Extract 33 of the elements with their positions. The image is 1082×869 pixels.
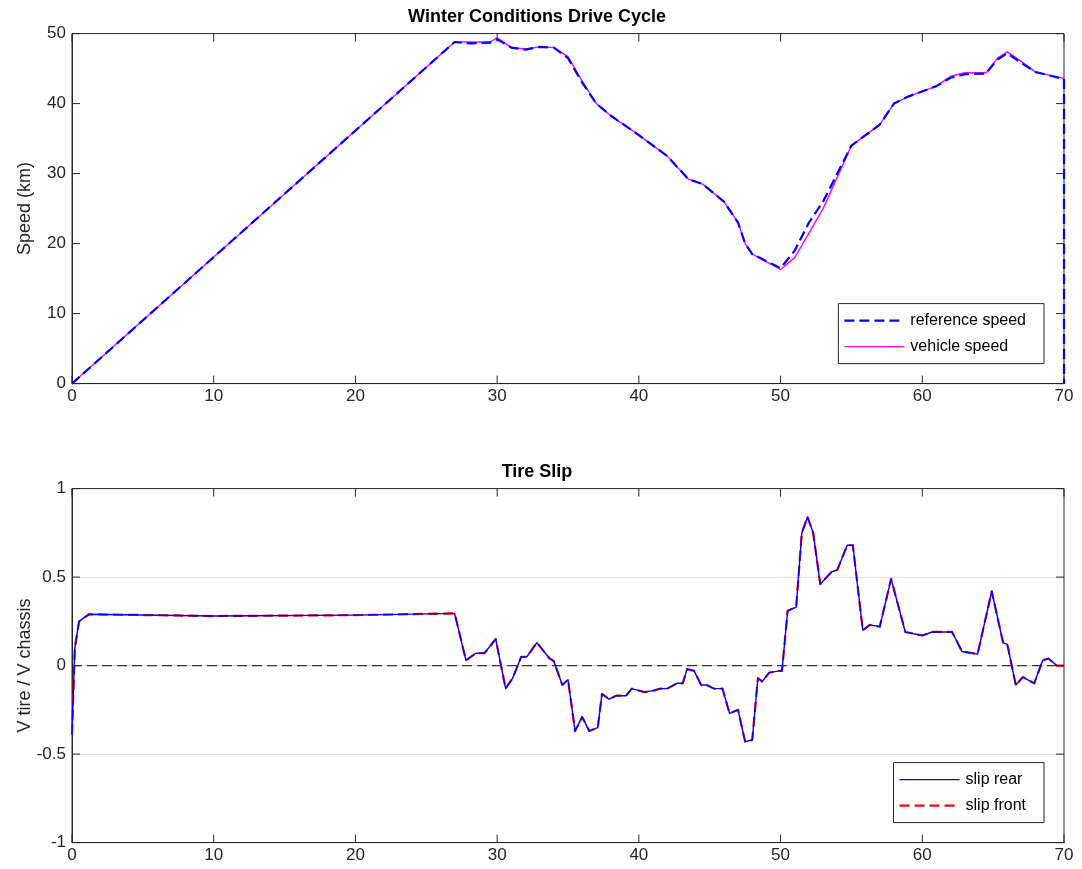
x-tick-label: 10 [204,386,224,406]
y-tick-label: -0.5 [36,743,66,763]
legend-label: vehicle speed [910,337,1009,355]
x-tick-label: 10 [204,845,224,865]
x-tick-label: 50 [771,386,791,406]
y-tick-label: 30 [47,163,66,183]
x-tick-label: 70 [1054,845,1074,865]
legend-label: slip front [965,796,1027,814]
x-tick-label: 30 [487,845,507,865]
chart-title: Tire Slip [501,460,573,481]
y-tick-label: 1 [56,478,66,498]
y-tick-label: 0 [56,655,66,675]
x-tick-label: 40 [629,386,649,406]
y-tick-label: 10 [47,303,66,323]
y-tick-label: -1 [50,832,66,852]
x-tick-label: 20 [345,386,365,406]
y-tick-label: 20 [47,233,66,253]
y-tick-label: 0.5 [42,566,66,586]
x-tick-label: 50 [771,845,791,865]
y-tick-label: 40 [47,93,66,113]
chart-title: Winter Conditions Drive Cycle [408,5,666,26]
y-tick-label: 50 [47,23,66,43]
y-axis-title: V tire / V chassis [13,598,34,733]
x-tick-label: 20 [345,845,365,865]
legend-label: reference speed [910,311,1027,329]
legend-label: slip rear [965,770,1024,788]
x-tick-label: 40 [629,845,649,865]
y-tick-label: 0 [56,373,66,393]
x-tick-label: 60 [912,386,932,406]
x-tick-label: 60 [912,845,932,865]
x-tick-label: 30 [487,386,507,406]
x-tick-label: 70 [1054,386,1074,406]
y-axis-title: Speed (km) [13,162,34,256]
